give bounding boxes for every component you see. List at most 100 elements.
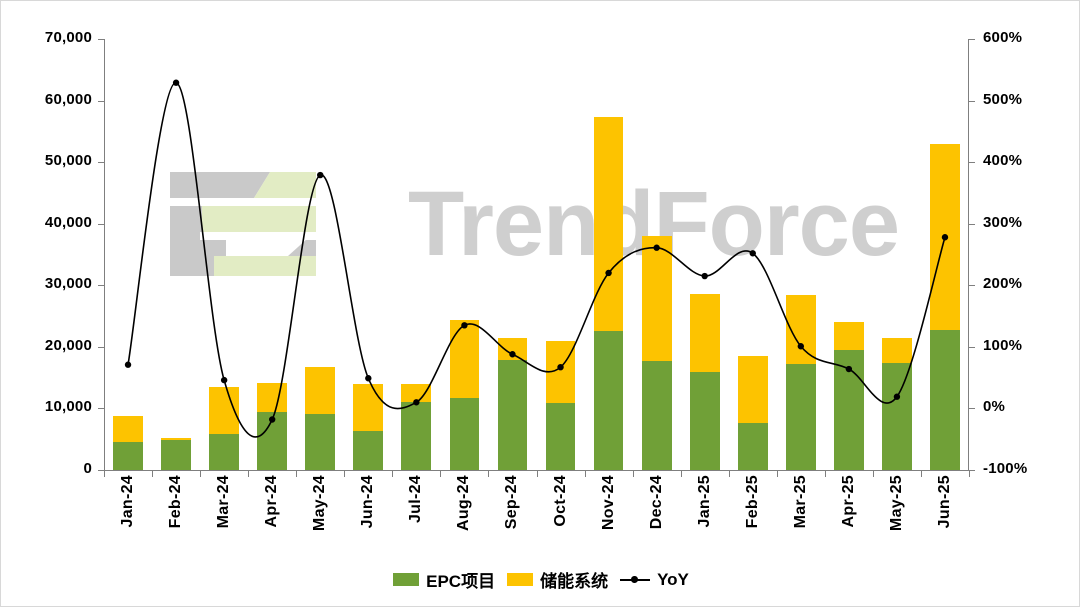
x-axis-label: Sep-24 bbox=[503, 475, 521, 530]
y-axis-left-tick bbox=[98, 285, 104, 287]
bar-segment-epc[interactable] bbox=[257, 412, 288, 470]
bar-segment-storage[interactable] bbox=[353, 384, 384, 432]
y-axis-right-tick-label: 200% bbox=[983, 275, 1023, 293]
y-axis-left-tick-label: 50,000 bbox=[44, 152, 92, 170]
x-axis-label: Jun-24 bbox=[359, 475, 377, 529]
bar-segment-epc[interactable] bbox=[209, 433, 240, 470]
y-axis-left-tick bbox=[98, 39, 104, 40]
y-axis-left-tick-label: 20,000 bbox=[44, 336, 92, 354]
x-axis-tick bbox=[680, 471, 682, 477]
bar-segment-storage[interactable] bbox=[257, 382, 288, 413]
x-axis-tick bbox=[200, 471, 202, 477]
bar-column[interactable] bbox=[401, 383, 432, 470]
x-axis-tick bbox=[776, 471, 778, 477]
bar-segment-epc[interactable] bbox=[593, 331, 624, 470]
bar-segment-epc[interactable] bbox=[353, 431, 384, 470]
chart-legend: EPC项目 储能系统 YoY bbox=[1, 567, 1080, 592]
y-axis-right-tick bbox=[969, 346, 975, 348]
x-axis-tick bbox=[296, 471, 298, 477]
bar-column[interactable] bbox=[785, 295, 816, 470]
y-axis-left-tick bbox=[98, 346, 104, 348]
y-axis-left-tick bbox=[98, 408, 104, 410]
bar-column[interactable] bbox=[737, 356, 768, 470]
bar-column[interactable] bbox=[545, 340, 576, 470]
bar-segment-storage[interactable] bbox=[930, 143, 960, 331]
bar-segment-storage[interactable] bbox=[545, 340, 576, 403]
x-axis-label: Jan-25 bbox=[695, 475, 713, 528]
x-axis-label: Oct-24 bbox=[551, 475, 569, 527]
x-axis-label: Jun-25 bbox=[935, 475, 953, 529]
bar-segment-epc[interactable] bbox=[497, 360, 528, 470]
bar-column[interactable] bbox=[161, 438, 191, 470]
bar-segment-storage[interactable] bbox=[882, 338, 912, 363]
legend-item[interactable]: 储能系统 bbox=[507, 567, 608, 592]
bar-column[interactable] bbox=[689, 293, 720, 470]
bar-segment-epc[interactable] bbox=[449, 397, 480, 470]
bar-segment-storage[interactable] bbox=[593, 116, 624, 332]
x-axis-label: May-25 bbox=[887, 475, 905, 532]
bar-segment-epc[interactable] bbox=[641, 361, 672, 470]
x-axis-tick bbox=[536, 471, 538, 477]
y-axis-right-line bbox=[968, 39, 969, 471]
y-axis-right-tick-label: 600% bbox=[983, 29, 1023, 46]
bar-segment-storage[interactable] bbox=[497, 338, 528, 361]
bar-column[interactable] bbox=[449, 319, 480, 470]
bar-segment-epc[interactable] bbox=[305, 413, 336, 470]
bar-segment-storage[interactable] bbox=[449, 319, 480, 398]
y-axis-right-tick bbox=[969, 408, 975, 410]
bar-column[interactable] bbox=[353, 384, 384, 470]
bar-segment-epc[interactable] bbox=[785, 364, 816, 470]
bar-segment-storage[interactable] bbox=[689, 293, 720, 372]
bar-column[interactable] bbox=[882, 338, 912, 470]
bar-column[interactable] bbox=[113, 415, 143, 470]
x-axis-line bbox=[104, 470, 969, 471]
y-axis-left-tick bbox=[98, 162, 104, 164]
bar-segment-storage[interactable] bbox=[785, 295, 816, 365]
x-axis-tick bbox=[392, 471, 394, 477]
x-axis-tick bbox=[344, 471, 346, 477]
x-axis-label: Apr-25 bbox=[839, 475, 857, 528]
y-axis-left-line bbox=[104, 39, 105, 471]
bar-segment-storage[interactable] bbox=[209, 386, 240, 434]
bar-segment-epc[interactable] bbox=[161, 439, 191, 470]
bar-segment-epc[interactable] bbox=[113, 441, 143, 470]
bar-segment-epc[interactable] bbox=[545, 402, 576, 470]
x-axis-label: Mar-24 bbox=[215, 475, 233, 529]
legend-line-marker-icon bbox=[620, 573, 651, 586]
bar-column[interactable] bbox=[209, 386, 240, 470]
bar-segment-storage[interactable] bbox=[401, 383, 432, 402]
bar-segment-storage[interactable] bbox=[641, 236, 672, 362]
x-axis-label: Nov-24 bbox=[599, 475, 617, 531]
x-axis-tick bbox=[440, 471, 442, 477]
bar-segment-epc[interactable] bbox=[833, 349, 864, 470]
bar-segment-epc[interactable] bbox=[689, 371, 720, 470]
bar-column[interactable] bbox=[305, 367, 336, 470]
x-axis-tick bbox=[969, 471, 970, 477]
x-axis-label: Jul-24 bbox=[407, 475, 425, 524]
legend-item[interactable]: YoY bbox=[620, 570, 689, 590]
x-axis-label: Feb-24 bbox=[167, 475, 185, 529]
bar-column[interactable] bbox=[257, 382, 288, 470]
bar-segment-epc[interactable] bbox=[930, 330, 960, 470]
bar-column[interactable] bbox=[641, 236, 672, 470]
bar-column[interactable] bbox=[593, 116, 624, 470]
bar-column[interactable] bbox=[833, 321, 864, 470]
bar-segment-epc[interactable] bbox=[401, 401, 432, 470]
x-axis-label: Dec-24 bbox=[647, 475, 665, 530]
y-axis-right-tick-label: 100% bbox=[983, 336, 1023, 354]
bar-segment-storage[interactable] bbox=[305, 367, 336, 414]
x-axis-label: Feb-25 bbox=[743, 475, 761, 529]
bar-segment-epc[interactable] bbox=[882, 362, 912, 470]
bar-segment-storage[interactable] bbox=[161, 438, 191, 440]
bar-column[interactable] bbox=[930, 143, 960, 470]
y-axis-left-tick bbox=[98, 100, 104, 102]
x-axis-tick bbox=[920, 471, 922, 477]
legend-item[interactable]: EPC项目 bbox=[393, 567, 495, 592]
x-axis-label: Apr-24 bbox=[263, 475, 281, 528]
bar-segment-epc[interactable] bbox=[737, 422, 768, 470]
bar-column[interactable] bbox=[497, 338, 528, 470]
bar-segment-storage[interactable] bbox=[113, 415, 143, 442]
bar-segment-storage[interactable] bbox=[737, 356, 768, 423]
bar-segment-storage[interactable] bbox=[833, 321, 864, 350]
